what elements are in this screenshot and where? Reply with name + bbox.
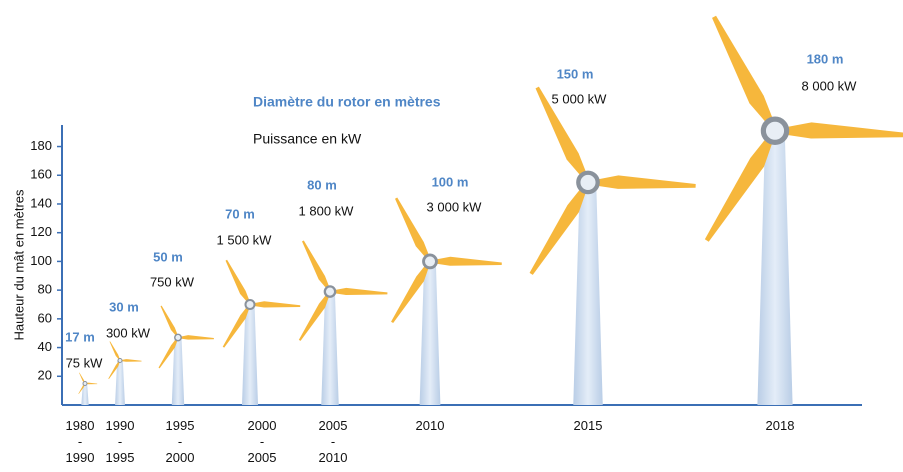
diameter-label: 30 m [109, 299, 139, 314]
hub [118, 358, 122, 362]
blade [253, 301, 300, 309]
hub [175, 334, 181, 340]
blade [783, 121, 903, 141]
diameter-label: 17 m [65, 329, 95, 344]
y-tick-label: 180 [30, 138, 52, 153]
y-tick-label: 20 [38, 368, 52, 383]
y-tick-label: 100 [30, 253, 52, 268]
y-tick-label: 80 [38, 282, 52, 297]
y-tick-label: 120 [30, 224, 52, 239]
hub [578, 173, 597, 192]
power-label: 8 000 kW [802, 78, 858, 93]
power-label: 1 500 kW [217, 232, 273, 247]
blade [108, 341, 120, 360]
x-tick-label: 2018 [750, 418, 810, 434]
blade [594, 175, 696, 192]
x-tick-label: 2005 - 2010 [303, 418, 363, 466]
hub [83, 381, 87, 385]
diameter-label: 180 m [807, 51, 844, 66]
x-tick-label: 1995 - 2000 [150, 418, 210, 466]
tower [420, 261, 441, 405]
diameter-label: 70 m [225, 206, 255, 221]
chart: Diamètre du rotor en mètres Puissance en… [0, 0, 903, 472]
diameter-label: 50 m [153, 249, 183, 264]
blade [434, 256, 502, 267]
power-label: 3 000 kW [427, 199, 483, 214]
diameter-label: 150 m [557, 66, 594, 81]
blade [159, 305, 179, 337]
hub [245, 300, 254, 309]
power-label: 1 800 kW [299, 203, 355, 218]
tower [757, 131, 792, 405]
x-tick-label: 2000 - 2005 [232, 418, 292, 466]
diameter-label: 100 m [432, 174, 469, 189]
blade [706, 14, 777, 129]
blade [299, 240, 331, 291]
blade [121, 359, 141, 362]
y-tick-label: 60 [38, 310, 52, 325]
y-tick-label: 40 [38, 339, 52, 354]
blade [333, 287, 387, 296]
x-tick-label: 2015 [558, 418, 618, 434]
legend-power: Puissance en kW [253, 131, 362, 147]
hub [763, 119, 786, 142]
x-tick-label: 2010 [400, 418, 460, 434]
hub [424, 255, 437, 268]
power-label: 300 kW [106, 325, 151, 340]
x-tick-label: 1990 - 1995 [90, 418, 150, 466]
y-tick-label: 160 [30, 167, 52, 182]
diameter-label: 80 m [307, 177, 337, 192]
y-tick-label: 140 [30, 195, 52, 210]
legend-diameter: Diamètre du rotor en mètres [253, 94, 441, 110]
y-axis-label: Hauteur du mât en mètres [11, 189, 26, 341]
blade [223, 259, 251, 304]
power-label: 750 kW [150, 274, 195, 289]
chart-svg: Diamètre du rotor en mètres Puissance en… [0, 0, 903, 472]
power-label: 75 kW [66, 355, 104, 370]
tower [573, 182, 602, 405]
blade [180, 335, 214, 341]
blade [392, 196, 432, 260]
hub [325, 286, 335, 296]
power-label: 5 000 kW [552, 91, 608, 106]
